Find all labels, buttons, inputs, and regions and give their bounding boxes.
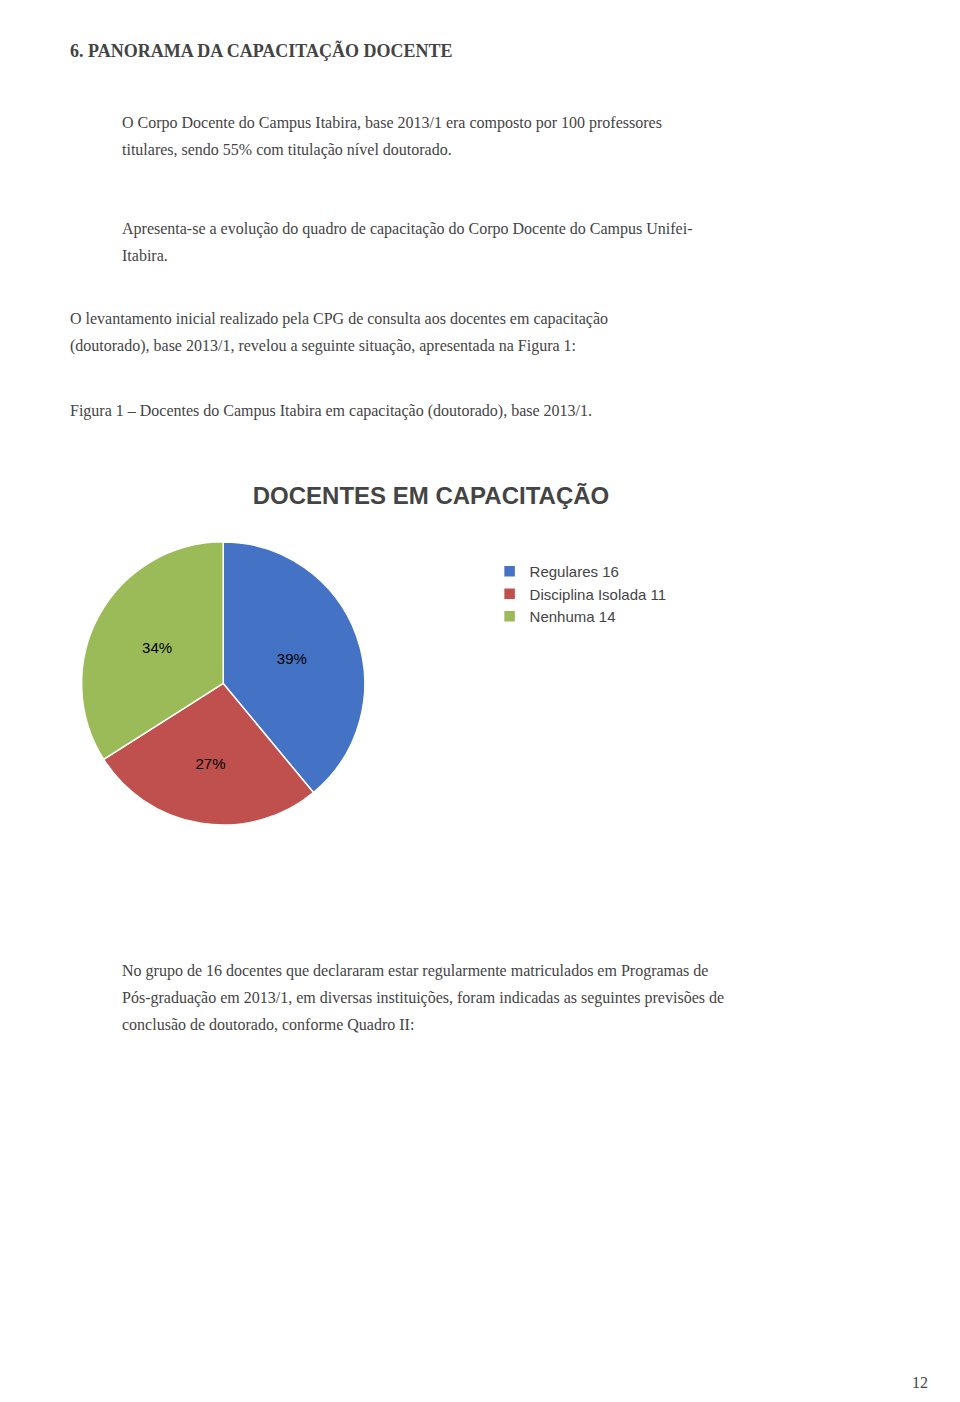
svg-text:titulares, sendo 55% com titul: titulares, sendo 55% com titulação nível… [122,141,452,159]
svg-text:No grupo de 16 docentes que de: No grupo de 16 docentes que declararam e… [122,962,708,980]
svg-text:39%: 39% [277,650,307,667]
svg-text:Itabira.: Itabira. [122,247,168,264]
svg-text:27%: 27% [196,755,226,772]
svg-text:Figura 1 – Docentes do Campus: Figura 1 – Docentes do Campus Itabira em… [70,402,592,420]
svg-text:Disciplina Isolada 11: Disciplina Isolada 11 [530,586,666,603]
svg-text:6. PANORAMA DA CAPACITAÇÃO DOC: 6. PANORAMA DA CAPACITAÇÃO DOCENTE [70,40,453,61]
svg-text:DOCENTES EM CAPACITAÇÃO: DOCENTES EM CAPACITAÇÃO [253,482,609,509]
svg-text:12: 12 [912,1374,928,1391]
svg-text:Pós-graduação em 2013/1, em di: Pós-graduação em 2013/1, em diversas ins… [122,989,724,1007]
svg-text:O levantamento inicial realiza: O levantamento inicial realizado pela CP… [70,310,608,328]
svg-text:34%: 34% [142,639,172,656]
svg-text:Apresenta-se a evolução do qua: Apresenta-se a evolução do quadro de cap… [122,220,692,238]
svg-text:O Corpo Docente do Campus Itab: O Corpo Docente do Campus Itabira, base … [122,114,662,132]
svg-text:conclusão de doutorado, confor: conclusão de doutorado, conforme Quadro … [122,1016,414,1033]
svg-text:(doutorado), base 2013/1, reve: (doutorado), base 2013/1, revelou a segu… [70,337,576,355]
svg-text:Nenhuma 14: Nenhuma 14 [530,608,616,625]
svg-text:Regulares 16: Regulares 16 [530,563,619,580]
